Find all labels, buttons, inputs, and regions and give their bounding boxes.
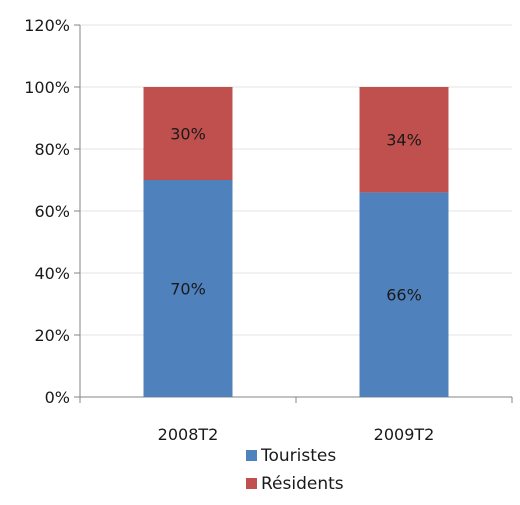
data-label: 66% xyxy=(386,286,422,305)
data-label: 30% xyxy=(170,125,206,144)
legend-swatch xyxy=(246,478,257,489)
bar-touristes-2008t2 xyxy=(143,180,233,397)
data-label: 34% xyxy=(386,131,422,150)
y-tick-label: 60% xyxy=(34,202,70,221)
legend-label: Résidents xyxy=(261,474,344,494)
y-tick-label: 40% xyxy=(34,264,70,283)
data-label: 70% xyxy=(170,280,206,299)
y-tick-label: 20% xyxy=(34,326,70,345)
y-tick-label: 0% xyxy=(45,388,70,407)
x-tick-label: 2008T2 xyxy=(158,425,219,444)
y-tick-label: 80% xyxy=(34,140,70,159)
axes: 0% 20% 40% 60% 80% 100% 120% 2008T2 2009T2 xyxy=(24,16,513,444)
bar-r-sidents-2008t2 xyxy=(143,87,233,180)
y-tick-label: 120% xyxy=(24,16,70,35)
bar-r-sidents-2009t2 xyxy=(359,87,449,193)
legend: Touristes Résidents xyxy=(246,446,344,494)
x-tick-label: 2009T2 xyxy=(374,425,435,444)
data-labels: 70% 30% 66% 34% xyxy=(170,125,422,305)
bars xyxy=(143,87,449,397)
y-tick-label: 100% xyxy=(24,78,70,97)
legend-label: Touristes xyxy=(260,446,336,466)
bar-touristes-2009t2 xyxy=(359,192,449,397)
legend-swatch xyxy=(246,450,257,461)
